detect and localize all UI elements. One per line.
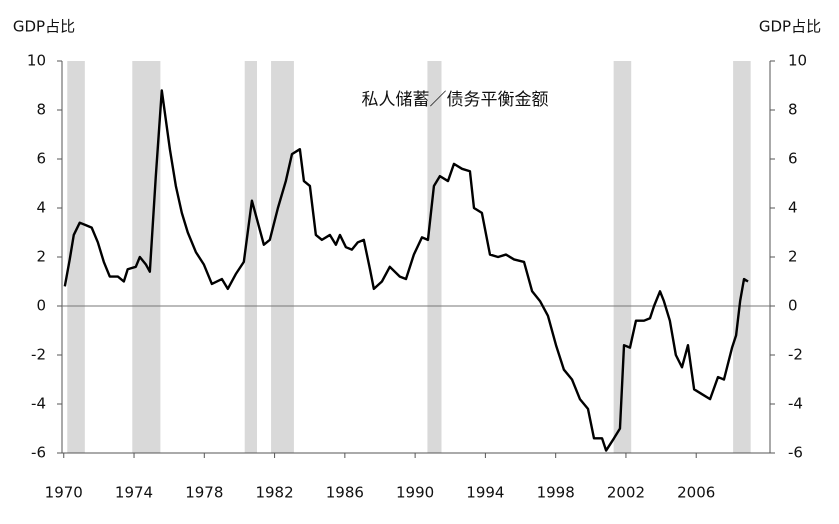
y-tick-label: 6 (36, 150, 46, 168)
chart-title: 私人储蓄／债务平衡金额 (362, 90, 549, 110)
y-tick-label: 0 (36, 297, 46, 315)
x-tick-label: 1982 (255, 484, 293, 502)
x-tick-label: 1994 (466, 484, 504, 502)
y2-tick-label: 10 (788, 52, 807, 70)
x-tick-label: 2006 (677, 484, 715, 502)
x-tick-label: 1998 (537, 484, 575, 502)
y2-tick-label: 2 (788, 248, 798, 266)
recession-band (244, 61, 258, 453)
y2-tick-label: 8 (788, 101, 798, 119)
recession-band (733, 61, 751, 453)
x-tick-label: 1978 (185, 484, 223, 502)
y2-tick-label: -6 (788, 444, 803, 462)
y2-tick-label: -4 (788, 395, 803, 413)
y-tick-label: -4 (31, 395, 46, 413)
data-line (63, 89, 749, 452)
y-tick-label: -6 (31, 444, 46, 462)
x-tick-label: 1974 (115, 484, 153, 502)
y2-tick-label: 4 (788, 199, 798, 217)
y2-tick-label: 6 (788, 150, 798, 168)
y2-tick-label: 0 (788, 297, 798, 315)
y2-axis-label: GDP占比 (759, 18, 821, 36)
recession-band (67, 61, 85, 453)
y-axis-label: GDP占比 (13, 18, 75, 36)
recession-band (271, 61, 294, 453)
recession-band (613, 61, 632, 453)
y-tick-label: 8 (36, 101, 46, 119)
x-tick-label: 1990 (396, 484, 434, 502)
y-tick-label: 10 (27, 52, 46, 70)
recession-band (132, 61, 161, 453)
x-tick-label: 1970 (45, 484, 83, 502)
recession-band (427, 61, 442, 453)
x-tick-label: 1986 (326, 484, 364, 502)
y-tick-label: -2 (31, 346, 46, 364)
x-tick-label: 2002 (607, 484, 645, 502)
y-tick-label: 4 (36, 199, 46, 217)
y-tick-label: 2 (36, 248, 46, 266)
y2-tick-label: -2 (788, 346, 803, 364)
